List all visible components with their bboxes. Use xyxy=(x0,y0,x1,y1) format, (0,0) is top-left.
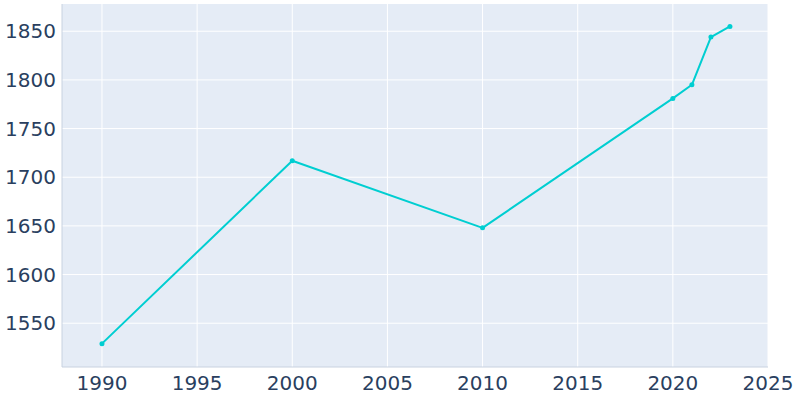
y-grid-line xyxy=(62,128,768,129)
x-grid-line xyxy=(482,4,483,367)
point xyxy=(689,82,694,87)
x-axis-line xyxy=(62,367,768,368)
x-tick-label: 1995 xyxy=(172,371,223,395)
y-tick-label: 1850 xyxy=(5,19,56,43)
point xyxy=(708,35,713,40)
y-tick-label: 1700 xyxy=(5,165,56,189)
y-tick-label: 1750 xyxy=(5,117,56,141)
x-tick-label: 2000 xyxy=(267,371,318,395)
x-grid-line xyxy=(387,4,388,367)
x-tick-label: 1990 xyxy=(77,371,128,395)
y-grid-line xyxy=(62,274,768,275)
y-tick-label: 1650 xyxy=(5,214,56,238)
x-tick-label: 2010 xyxy=(457,371,508,395)
y-axis-line xyxy=(62,4,63,367)
point xyxy=(727,24,732,29)
x-tick-label: 2025 xyxy=(743,371,794,395)
x-grid-line xyxy=(768,4,769,367)
y-grid-line xyxy=(62,225,768,226)
chart-svg: 1550 1600 1650 1700 1750 1800 1850 1990 1995 2000… xyxy=(0,0,800,400)
x-grid-line xyxy=(197,4,198,367)
x-grid-line xyxy=(577,4,578,367)
y-grid-line xyxy=(62,31,768,32)
y-tick-label: 1800 xyxy=(5,68,56,92)
y-grid-line xyxy=(62,79,768,80)
y-grid-line xyxy=(62,177,768,178)
point xyxy=(480,225,485,230)
x-tick-label: 2020 xyxy=(647,371,698,395)
data-group xyxy=(99,24,732,346)
point xyxy=(99,341,104,346)
point xyxy=(290,158,295,163)
y-tick-label: 1600 xyxy=(5,263,56,287)
x-grid-line xyxy=(292,4,293,367)
y-grid-line xyxy=(62,323,768,324)
plot-background xyxy=(62,4,768,367)
point xyxy=(670,96,675,101)
chart-container: 1550 1600 1650 1700 1750 1800 1850 1990 1995 2000… xyxy=(0,0,800,400)
x-tick-label: 2005 xyxy=(362,371,413,395)
x-tick-label: 2015 xyxy=(552,371,603,395)
x-grid-line xyxy=(672,4,673,367)
x-grid-line xyxy=(101,4,102,367)
line xyxy=(102,26,730,343)
y-tick-label: 1550 xyxy=(5,311,56,335)
